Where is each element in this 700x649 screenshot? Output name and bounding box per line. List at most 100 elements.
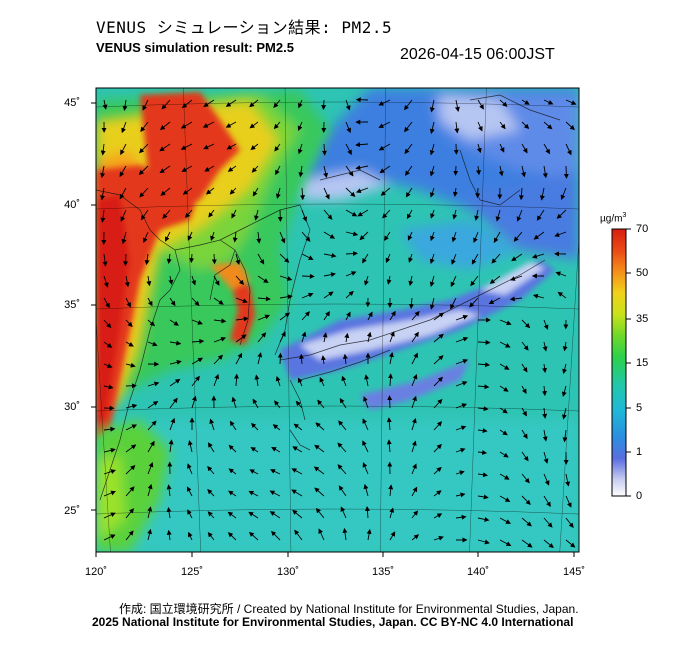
wind-arrow [509,296,523,302]
wind-arrow [103,341,113,348]
colorbar-label-0: 0 [636,490,643,502]
wind-arrow [450,297,457,310]
wind-arrow [234,373,240,387]
wind-arrow [518,187,524,201]
wind-arrow [562,363,568,375]
wind-arrow [231,396,237,409]
wind-arrow [387,373,393,387]
wind-arrow [207,511,215,519]
wind-arrow [165,231,171,242]
wind-arrow [254,374,260,387]
wind-arrow [270,530,281,541]
forecast-timestamp: 2026-04-15 06:00JST [400,46,555,63]
wind-arrow [378,143,391,151]
wind-arrow [495,209,501,222]
copyright-line: 2025 National Institute for Environmenta… [92,615,574,629]
wind-arrow [213,297,224,305]
wind-arrow [543,121,553,130]
wind-arrow [411,352,418,365]
wind-arrow [387,395,393,409]
wind-arrow [180,121,193,129]
wind-arrow [204,165,215,172]
wind-arrow [378,99,391,106]
wind-arrow [169,359,182,365]
wind-arrow [565,473,571,487]
wind-arrow [252,187,259,197]
wind-arrow [406,209,413,220]
wind-arrow [292,509,303,519]
wind-arrow [103,384,114,390]
wind-arrow [249,469,259,475]
wind-arrow [275,165,281,176]
wind-arrow [543,539,554,549]
wind-arrow [314,487,325,497]
lon-label-130: 130˚ [276,566,300,578]
wind-arrow [102,99,108,110]
wind-arrow [168,275,174,285]
wind-arrow [139,187,149,198]
wind-arrow [378,121,391,128]
wind-arrow [169,417,176,431]
colorbar-label-1: 1 [636,446,643,458]
wind-arrow [499,407,508,414]
wind-arrow [408,275,414,287]
wind-arrow [451,231,457,243]
wind-arrow [453,165,459,176]
wind-arrow [125,486,135,497]
wind-arrow [120,143,127,156]
wind-arrow [451,253,457,265]
wind-arrow [187,463,193,475]
wind-arrow [338,485,347,497]
wind-arrow [337,442,347,453]
wind-arrow [542,165,548,179]
wind-arrow [488,297,501,304]
wind-arrow [521,363,528,373]
wind-arrow [228,490,237,497]
wind-arrow [403,99,413,111]
wind-arrow [279,231,286,244]
wind-arrow [338,420,347,431]
wind-arrow [345,209,358,217]
wind-arrow [345,143,352,156]
wind-arrow [301,209,308,222]
wind-arrow [411,331,419,343]
wind-arrow [359,231,369,241]
wind-arrow [345,271,357,277]
wind-arrow [521,143,528,154]
wind-arrow [542,429,548,442]
wind-arrow [489,275,501,284]
wind-arrow [292,446,303,453]
wind-arrow [166,506,172,519]
wind-arrow [521,407,527,417]
wind-arrow [159,121,171,131]
wind-arrow [147,461,154,475]
wind-arrow [342,353,348,365]
wind-arrow [103,469,116,475]
wind-arrow [249,121,259,129]
wind-arrow [405,165,413,176]
wind-arrow [475,187,481,199]
wind-arrow [404,121,413,133]
wind-arrow [499,143,505,153]
wind-arrow [499,385,509,392]
wind-arrow [251,165,259,173]
wind-arrow [147,401,159,409]
lat-label-35: 35˚ [64,299,80,311]
wind-arrow [509,275,523,281]
wind-arrow [499,517,511,524]
wind-arrow [191,375,200,387]
wind-arrow [248,531,259,541]
wind-arrow [180,143,193,150]
wind-arrow [429,165,435,177]
wind-arrow [454,99,460,112]
wind-arrow [294,529,303,541]
wind-arrow [147,506,153,519]
wind-arrow [103,363,113,368]
lat-label-25: 25˚ [64,505,80,517]
wind-arrow [380,187,391,196]
wind-arrow [169,378,181,387]
wind-arrow [521,99,530,105]
wind-arrow [297,377,303,387]
wind-arrow [147,483,153,497]
